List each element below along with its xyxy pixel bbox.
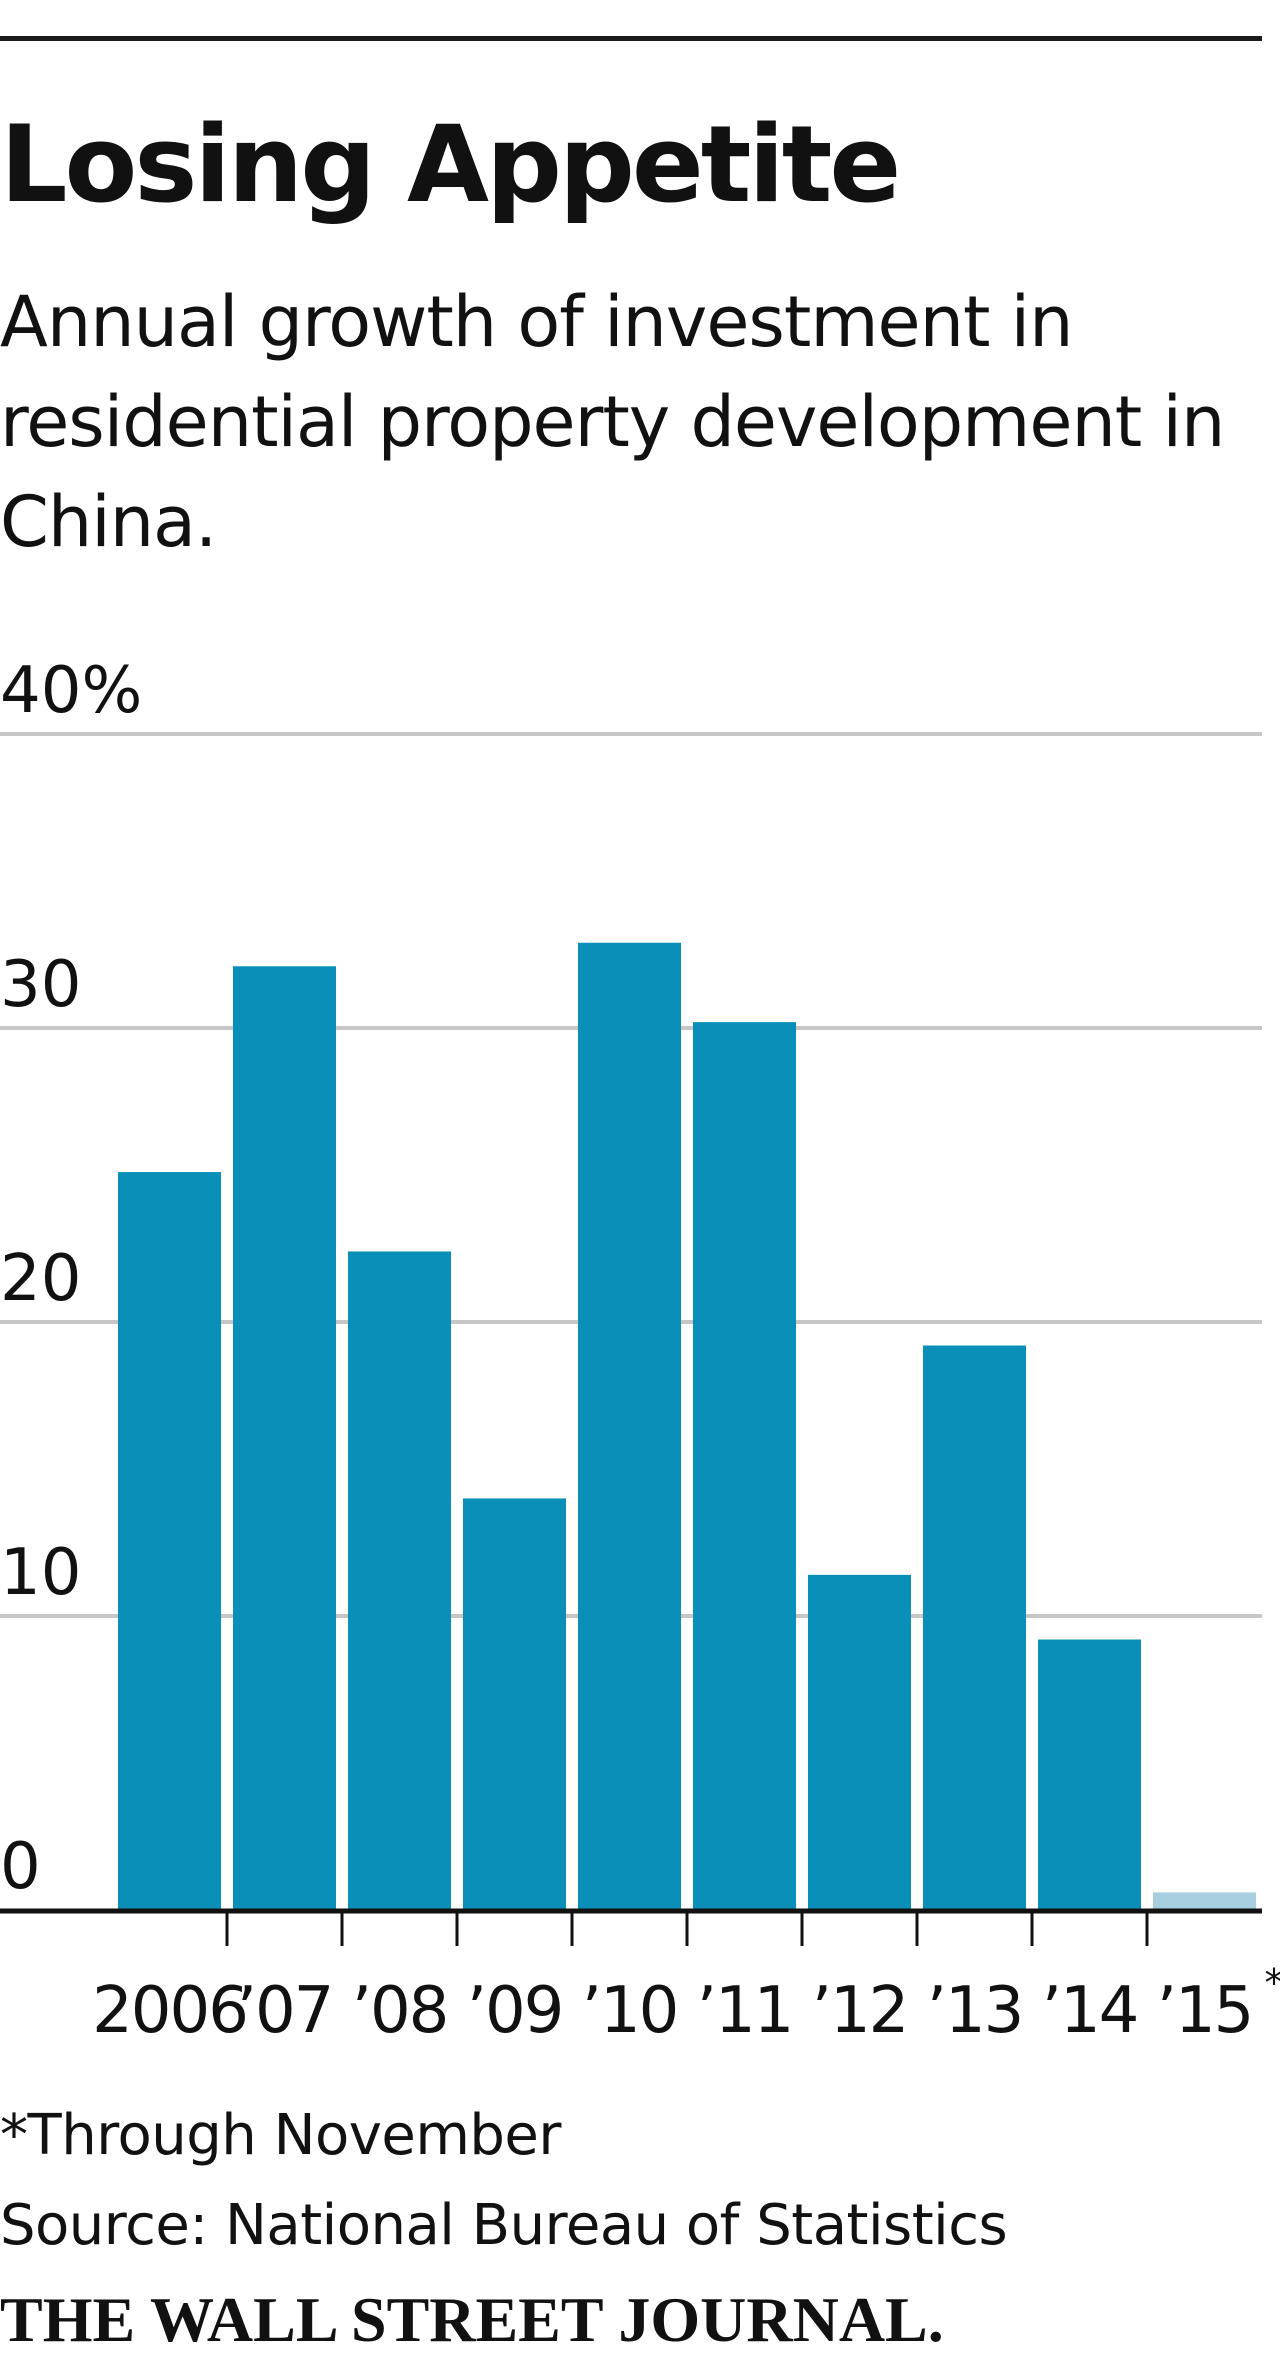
chart-subtitle: Annual growth of investment in residenti… xyxy=(0,281,1225,563)
bar-07 xyxy=(233,966,336,1910)
x-tick-label: ’12 xyxy=(812,1974,908,2048)
y-tick-label: 0 xyxy=(0,1830,41,1904)
bar-13 xyxy=(923,1345,1026,1910)
x-tick-label: ’15 xyxy=(1157,1974,1253,2048)
y-tick-label: 20 xyxy=(0,1242,81,1316)
publisher-wordmark: THE WALL STREET JOURNAL. xyxy=(0,2284,944,2355)
x-tick-label: ’07 xyxy=(237,1974,333,2048)
footnote-mark: * xyxy=(1265,1961,1280,2005)
chart-title: Losing Appetite xyxy=(0,103,901,226)
x-axis xyxy=(0,1908,1262,1946)
bar-15 xyxy=(1153,1892,1256,1910)
y-tick-label: 30 xyxy=(0,948,81,1022)
bar-10 xyxy=(578,942,681,1910)
bar-09 xyxy=(463,1498,566,1910)
bar-08 xyxy=(348,1251,451,1910)
x-tick-label: ’10 xyxy=(582,1974,678,2048)
top-rule xyxy=(0,36,1262,41)
footnote: *Through November xyxy=(0,2103,561,2168)
bar-chart: 0 10 20 30 40% 2006’07 ’08 ’09 ’10 ’11 ’12 ’13 ’14 ’1… xyxy=(0,654,1280,2048)
bar-12 xyxy=(808,1574,911,1910)
bars xyxy=(118,942,1256,1910)
bar-14 xyxy=(1038,1639,1141,1910)
y-tick-label: 10 xyxy=(0,1536,81,1610)
x-tick-label: ’11 xyxy=(697,1974,793,2048)
bar-11 xyxy=(693,1022,796,1910)
axis-labels: 0 10 20 30 40% 2006’07 ’08 ’09 ’10 ’11 ’12 ’13 ’14 ’1… xyxy=(0,654,1280,2048)
x-tick-label: ’14 xyxy=(1042,1974,1138,2048)
x-tick-label: 2006 xyxy=(92,1974,247,2048)
x-tick-label: ’08 xyxy=(352,1974,448,2048)
source-note: Source: National Bureau of Statistics xyxy=(0,2193,1008,2258)
y-tick-label: 40% xyxy=(0,654,142,728)
x-tick-label: ’09 xyxy=(467,1974,563,2048)
x-tick-label: ’13 xyxy=(927,1974,1023,2048)
bar-2006 xyxy=(118,1172,221,1910)
